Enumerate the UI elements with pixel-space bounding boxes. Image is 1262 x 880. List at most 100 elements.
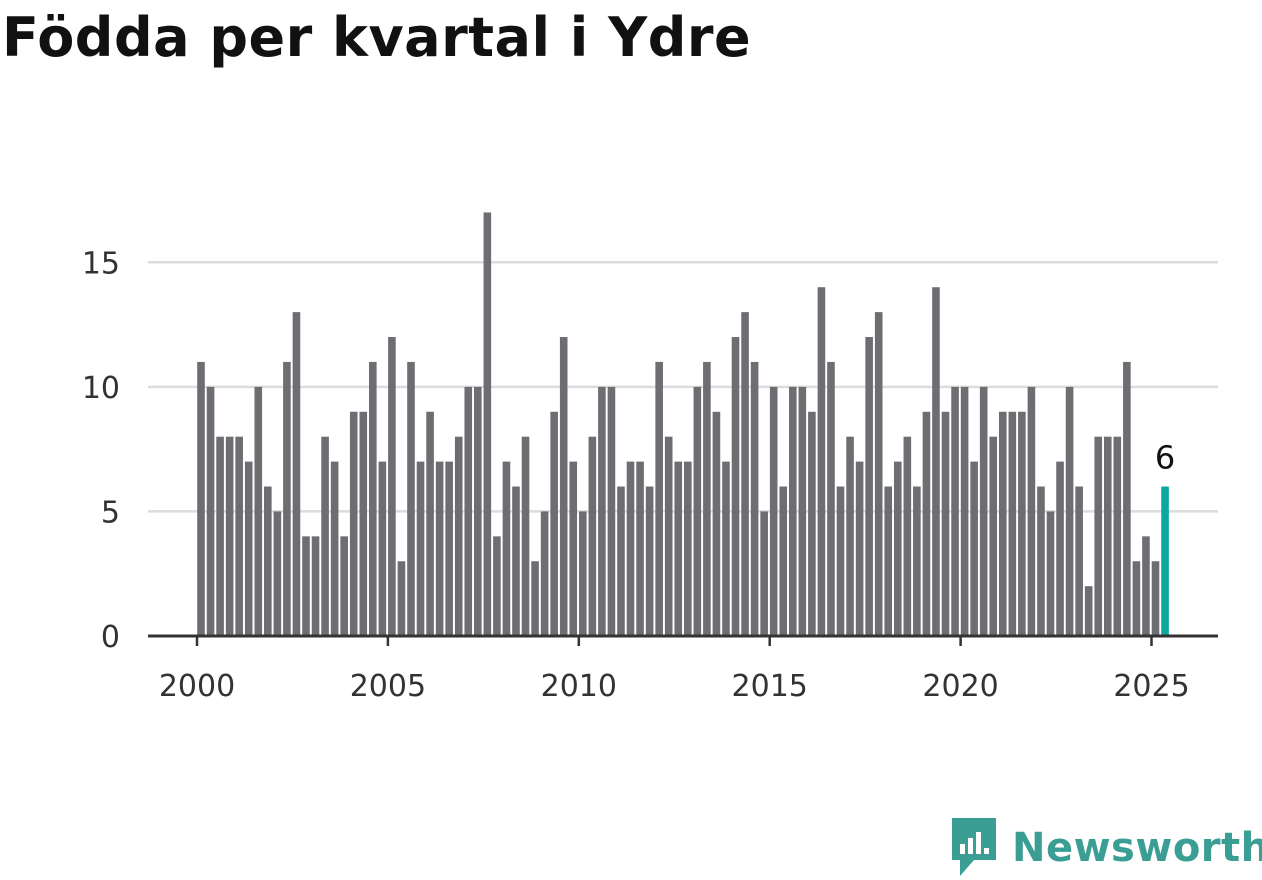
bar <box>798 386 807 636</box>
bar <box>645 486 654 636</box>
bar <box>607 386 616 636</box>
bar <box>1103 436 1112 636</box>
bar <box>884 486 893 636</box>
bar <box>951 386 959 636</box>
y-tick-label: 10 <box>82 371 120 406</box>
bar <box>244 461 253 636</box>
bar <box>588 436 597 636</box>
bar <box>474 386 482 636</box>
bar <box>626 461 635 636</box>
bar <box>1056 461 1064 636</box>
axes: 0 5 10 15 6 2000 2005 2010 2015 2020 2025 <box>82 246 1218 704</box>
bar <box>674 461 683 636</box>
bar <box>979 386 988 636</box>
bar <box>1037 486 1045 636</box>
bar <box>550 411 558 636</box>
bar <box>435 461 444 636</box>
bar <box>283 361 291 636</box>
bar <box>407 361 415 636</box>
last-value-label: 6 <box>1155 439 1175 477</box>
bar <box>846 436 854 636</box>
bar <box>378 461 387 636</box>
bar <box>273 511 282 636</box>
y-tick-label: 5 <box>101 495 120 530</box>
newsworthy-logo: Newsworthy <box>948 816 1262 880</box>
bar-highlight <box>1161 486 1169 636</box>
y-tick-label: 15 <box>82 246 120 281</box>
bar <box>1113 436 1122 636</box>
bar <box>913 486 921 636</box>
bar <box>722 461 730 636</box>
x-tick-label: 2010 <box>541 669 617 704</box>
bar <box>349 411 358 636</box>
bar <box>502 461 511 636</box>
bar <box>397 561 406 636</box>
bar <box>254 386 263 636</box>
bar <box>216 436 224 636</box>
bar <box>703 361 711 636</box>
bar <box>540 511 549 636</box>
bar <box>808 411 816 636</box>
bar <box>970 461 978 636</box>
bar <box>760 511 768 636</box>
bar <box>741 312 749 636</box>
bar <box>206 386 215 636</box>
bar <box>464 386 473 636</box>
bar <box>712 411 721 636</box>
bar <box>493 536 501 636</box>
bar <box>369 361 377 636</box>
bar <box>855 461 864 636</box>
bar <box>941 411 950 636</box>
bar <box>512 486 520 636</box>
bar <box>388 337 396 636</box>
bar <box>445 461 453 636</box>
bar <box>1094 436 1103 636</box>
bar <box>302 536 310 636</box>
bar <box>235 436 243 636</box>
bar <box>960 386 969 636</box>
bar <box>1027 386 1036 636</box>
bar <box>1046 511 1055 636</box>
bar <box>750 361 759 636</box>
bar <box>426 411 434 636</box>
bar <box>655 361 663 636</box>
bar <box>1151 561 1160 636</box>
bar <box>1123 361 1131 636</box>
bar <box>998 411 1007 636</box>
bar <box>264 486 272 636</box>
bar <box>598 386 606 636</box>
bar <box>292 312 301 636</box>
newsworthy-icon <box>952 818 996 876</box>
bar <box>1065 386 1074 636</box>
bar <box>836 486 845 636</box>
bar <box>893 461 902 636</box>
brand-name: Newsworthy <box>1012 825 1262 871</box>
bar <box>521 436 530 636</box>
x-tick-label: 2015 <box>732 669 808 704</box>
bar <box>579 511 587 636</box>
bar <box>569 461 578 636</box>
bar <box>769 386 778 636</box>
x-tick-label: 2000 <box>159 669 235 704</box>
bar <box>865 337 873 636</box>
bar <box>559 337 568 636</box>
bar <box>197 361 205 636</box>
bar <box>779 486 788 636</box>
bar <box>225 436 234 636</box>
x-tick-label: 2005 <box>350 669 426 704</box>
bar <box>617 486 625 636</box>
bar <box>693 386 702 636</box>
bar <box>922 411 931 636</box>
bar <box>788 386 797 636</box>
bar <box>636 461 644 636</box>
bar <box>321 436 329 636</box>
bar <box>531 561 539 636</box>
bar <box>874 312 883 636</box>
bar <box>932 287 940 636</box>
bar <box>731 337 740 636</box>
bar <box>817 287 826 636</box>
bar <box>1084 586 1093 636</box>
x-tick-label: 2025 <box>1113 669 1189 704</box>
bar <box>311 536 320 636</box>
